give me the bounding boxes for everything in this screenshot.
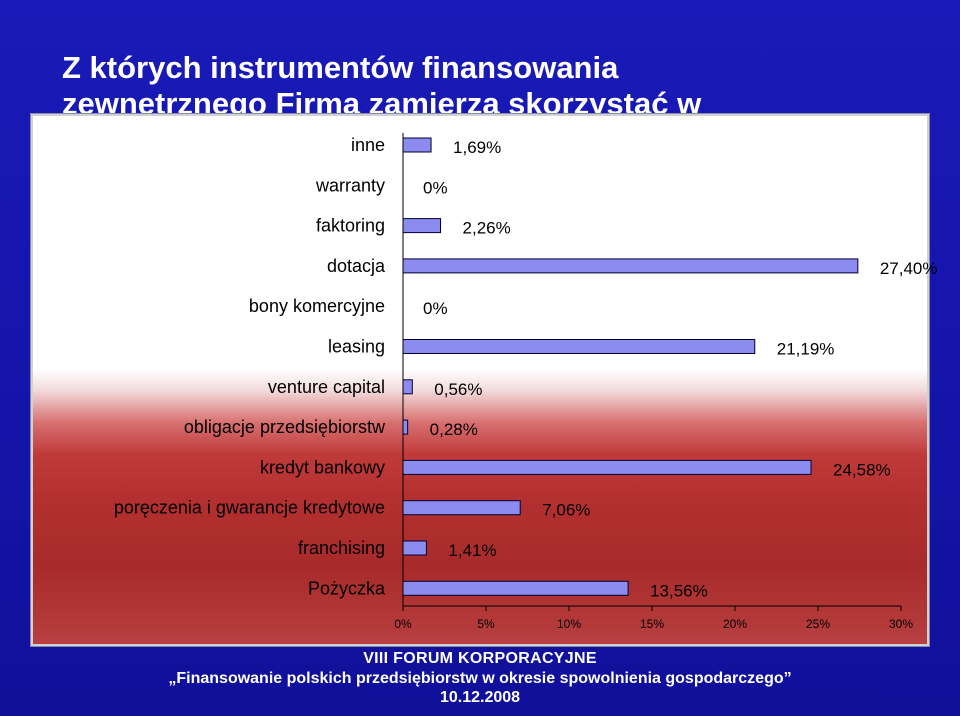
category-label: poręczenia i gwarancje kredytowe [114,498,385,518]
chart-panel [30,113,930,647]
category-label: dotacja [327,256,386,276]
footer-subtitle: „Finansowanie polskich przedsiębiorstw w… [168,670,792,687]
bar [402,540,427,556]
bar [402,379,413,395]
data-label: 0% [423,178,448,197]
data-label: 13,56% [650,581,708,600]
bar [402,459,812,475]
bar [402,258,859,274]
data-label: 2,26% [463,219,511,238]
x-axis: 0% 5% 10% 15% 20% 25% 30% [394,133,913,631]
x-tick-label: 25% [806,617,830,631]
bar [402,419,409,435]
x-tick-label: 5% [477,617,495,631]
data-label: 24,58% [833,460,891,479]
footer-date: 10.12.2008 [439,689,521,706]
category-label: Pożyczka [308,578,386,598]
data-label: 0% [423,299,448,318]
category-label: leasing [328,337,385,357]
category-label: franchising [298,538,385,558]
x-tick-label: 30% [889,617,913,631]
bar [402,218,442,234]
category-label: kredyt bankowy [260,457,385,477]
data-label: 27,40% [880,259,938,278]
category-label: inne [351,135,385,155]
category-label: bony komercyjne [249,296,385,316]
x-tick-label: 0% [394,617,412,631]
footer-forum: VIII FORUM KORPORACYJNE [363,650,597,667]
bar [402,580,629,596]
bar [402,500,521,516]
labels-layer: inne 1,69% warranty 0% faktoring 2,26% dotacja… [114,135,938,600]
data-label: 1,69% [453,138,501,157]
category-label: warranty [315,175,385,195]
x-tick-label: 20% [723,617,747,631]
category-label: faktoring [316,216,385,236]
data-label: 0,28% [430,420,478,439]
bar [402,137,432,153]
data-label: 21,19% [777,340,835,359]
data-label: 7,06% [542,501,590,520]
x-tick-label: 15% [640,617,664,631]
bars-layer [402,137,859,596]
data-label: 1,41% [448,541,496,560]
x-tick-label: 10% [557,617,581,631]
data-label: 0,56% [434,380,482,399]
category-label: venture capital [268,377,385,397]
category-label: obligacje przedsiębiorstw [184,417,386,437]
bar [402,339,756,354]
